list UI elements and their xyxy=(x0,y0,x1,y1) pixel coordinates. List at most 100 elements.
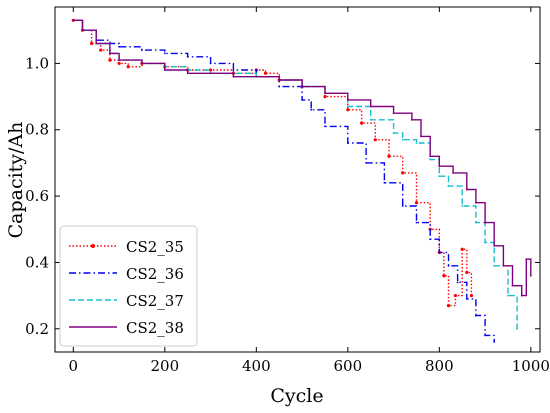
data-point xyxy=(493,264,496,267)
data-point xyxy=(118,59,120,61)
data-point xyxy=(429,238,432,241)
data-point xyxy=(469,294,473,298)
data-point xyxy=(511,284,514,287)
data-point xyxy=(438,165,441,168)
data-point xyxy=(452,172,454,174)
data-point xyxy=(163,69,166,71)
data-point xyxy=(369,105,372,108)
data-point xyxy=(141,49,143,51)
x-axis-label: Cycle xyxy=(270,385,323,407)
y-tick-label: 1.0 xyxy=(25,54,49,72)
data-point xyxy=(209,62,212,65)
data-point xyxy=(346,99,349,101)
x-tick-label: 800 xyxy=(425,357,454,375)
data-point xyxy=(109,52,111,55)
data-point xyxy=(346,108,350,112)
data-point xyxy=(72,19,75,22)
data-point xyxy=(465,298,468,300)
y-tick-label: 0.2 xyxy=(25,320,49,338)
data-point xyxy=(460,247,464,251)
x-tick-label: 400 xyxy=(242,357,271,375)
data-point xyxy=(392,112,395,115)
data-point xyxy=(392,132,395,135)
data-point xyxy=(263,71,268,75)
data-point xyxy=(95,42,98,45)
data-point xyxy=(447,264,450,267)
data-point xyxy=(346,142,349,144)
data-point xyxy=(438,251,441,254)
data-point xyxy=(278,85,281,88)
data-point xyxy=(365,162,367,164)
data-point xyxy=(493,341,496,343)
legend-marker xyxy=(91,244,95,248)
legend-label: CS2_37 xyxy=(126,292,184,310)
series-line-cs2-38 xyxy=(73,19,532,297)
data-point xyxy=(346,105,349,108)
data-point xyxy=(438,175,441,178)
data-point xyxy=(81,29,84,32)
data-point xyxy=(414,201,419,205)
data-point xyxy=(387,154,391,158)
data-point xyxy=(186,55,189,58)
data-point xyxy=(186,72,189,75)
data-point xyxy=(465,188,468,191)
data-point xyxy=(310,108,313,111)
legend-label: CS2_36 xyxy=(126,265,184,283)
x-tick-label: 1000 xyxy=(512,357,550,375)
data-point xyxy=(484,241,486,244)
data-point xyxy=(163,52,166,55)
y-tick-label: 0.8 xyxy=(25,121,49,139)
data-point xyxy=(520,294,523,297)
y-axis-label: Capacity/Ah xyxy=(5,122,27,239)
data-point xyxy=(502,264,505,267)
data-point xyxy=(108,58,112,62)
data-point xyxy=(411,118,413,121)
plot-frame xyxy=(54,6,541,353)
data-point xyxy=(360,121,364,125)
data-point xyxy=(465,270,469,274)
x-tick-label: 200 xyxy=(150,357,179,375)
data-point xyxy=(401,171,405,175)
data-point xyxy=(324,125,326,128)
data-point xyxy=(373,138,377,142)
data-point xyxy=(442,274,446,278)
data-point xyxy=(429,155,432,158)
axis-ticks: 0 200 400 600 800 1000 0.2 0.4 0.6 0.8 1.0 xyxy=(25,7,550,375)
legend-label: CS2_35 xyxy=(126,238,184,256)
data-point xyxy=(484,221,486,224)
data-point xyxy=(429,158,432,161)
data-point xyxy=(415,142,418,144)
data-point xyxy=(301,99,303,101)
data-point xyxy=(401,205,404,207)
data-point xyxy=(446,304,451,308)
data-point xyxy=(475,201,477,204)
x-tick-label: 600 xyxy=(334,357,363,375)
data-point xyxy=(232,75,235,78)
data-point xyxy=(369,118,372,121)
data-point xyxy=(461,205,464,207)
data-point xyxy=(507,294,509,297)
legend-label: CS2_38 xyxy=(126,319,184,337)
data-point xyxy=(126,65,130,69)
data-point xyxy=(475,221,477,224)
data-point xyxy=(99,48,103,52)
data-point xyxy=(209,68,213,72)
y-tick-label: 0.4 xyxy=(25,253,49,271)
series-line-cs2-36 xyxy=(73,19,495,342)
data-point xyxy=(401,138,404,141)
data-point xyxy=(475,314,477,317)
data-point xyxy=(323,95,327,99)
data-point xyxy=(209,72,212,75)
data-point xyxy=(529,274,532,277)
data-point xyxy=(117,61,121,65)
data-point xyxy=(484,334,486,337)
legend-box xyxy=(59,225,198,347)
data-point xyxy=(255,75,258,78)
data-point xyxy=(516,327,518,330)
data-point xyxy=(456,281,459,284)
data-point xyxy=(420,135,422,138)
data-point xyxy=(415,221,418,224)
data-point xyxy=(90,41,94,46)
x-tick-label: 0 xyxy=(69,357,79,375)
